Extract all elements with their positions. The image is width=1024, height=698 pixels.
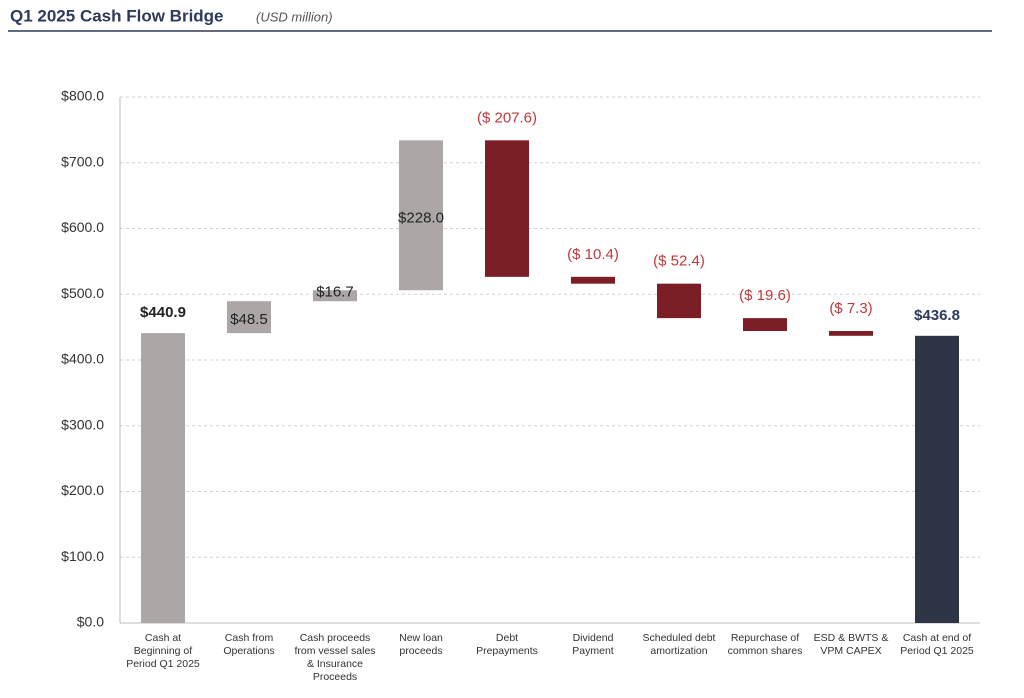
chart-subtitle: (USD million) — [256, 9, 333, 24]
y-tick-label: $300.0 — [61, 416, 104, 432]
bar — [571, 276, 615, 284]
bar — [141, 333, 185, 623]
value-label: $440.9 — [140, 304, 186, 321]
x-tick-label: Scheduled debt amortization — [642, 632, 716, 657]
y-tick-label: $400.0 — [61, 351, 104, 367]
bar — [657, 283, 701, 319]
x-tick-label: New loan proceeds — [399, 632, 443, 657]
value-label: ($ 207.6) — [477, 109, 537, 126]
x-tick-label: Cash at end of Period Q1 2025 — [900, 632, 974, 657]
bar — [743, 318, 787, 332]
x-tick-label: Debt Prepayments — [476, 632, 538, 657]
x-tick-label: Cash proceeds from vessel sales & Insura… — [294, 632, 376, 683]
y-tick-label: $800.0 — [61, 88, 104, 104]
value-label: $228.0 — [398, 209, 444, 226]
x-tick-label: Dividend Payment — [572, 632, 614, 657]
bar — [399, 140, 443, 291]
bar — [915, 335, 959, 623]
x-tick-label: Cash at Beginning of Period Q1 2025 — [126, 632, 200, 670]
x-tick-label: Cash from Operations — [223, 632, 275, 657]
value-label: ($ 7.3) — [829, 300, 872, 317]
y-tick-label: $100.0 — [61, 548, 104, 564]
y-tick-label: $500.0 — [61, 285, 104, 301]
bar — [829, 331, 873, 336]
value-label: ($ 52.4) — [653, 253, 705, 270]
y-tick-label: $600.0 — [61, 219, 104, 235]
value-label: ($ 19.6) — [739, 287, 791, 304]
value-label: $16.7 — [316, 284, 354, 301]
value-label: ($ 10.4) — [567, 246, 619, 263]
y-tick-label: $700.0 — [61, 153, 104, 169]
x-tick-label: ESD & BWTS & VPM CAPEX — [813, 632, 889, 657]
value-label: $48.5 — [230, 311, 268, 328]
bar — [313, 290, 357, 302]
bar — [485, 140, 529, 277]
value-label: $436.8 — [914, 307, 960, 324]
bar — [227, 301, 271, 334]
y-tick-label: $200.0 — [61, 482, 104, 498]
y-tick-label: $0.0 — [77, 614, 104, 630]
x-tick-label: Repurchase of common shares — [727, 632, 803, 657]
chart-title: Q1 2025 Cash Flow Bridge — [10, 6, 224, 25]
